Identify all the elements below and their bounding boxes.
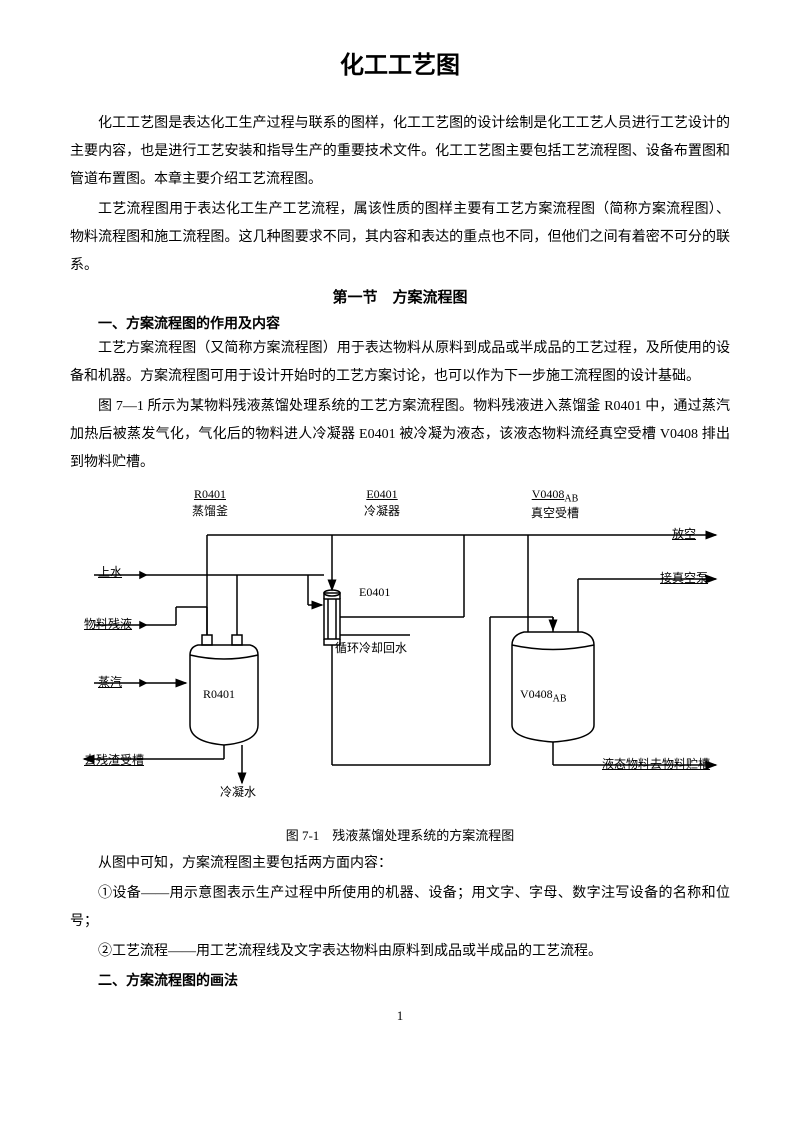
sub1-paragraph-1: 工艺方案流程图（又简称方案流程图）用于表达物料从原料到成品或半成品的工艺过程，及… <box>70 335 730 391</box>
after-paragraph-3: ②工艺流程——用工艺流程线及文字表达物料由原料到成品或半成品的工艺流程。 <box>70 938 730 966</box>
label-jiezhenkong: 接真空泵 <box>660 569 708 586</box>
figure-7-1: R0401 蒸馏釜 E0401 冷凝器 V0408AB 真空受槽 上水 物料残液… <box>70 487 730 844</box>
intro-paragraph-2: 工艺流程图用于表达化工生产工艺流程，属该性质的图样主要有工艺方案流程图（简称方案… <box>70 196 730 280</box>
header-v0408-name: 真空受槽 <box>531 506 579 520</box>
label-lengningshui: 冷凝水 <box>220 783 256 800</box>
intro-paragraph-1: 化工工艺图是表达化工生产过程与联系的图样，化工工艺图的设计绘制是化工工艺人员进行… <box>70 110 730 194</box>
label-shangshui: 上水 <box>98 563 122 580</box>
process-flow-diagram: R0401 蒸馏釜 E0401 冷凝器 V0408AB 真空受槽 上水 物料残液… <box>80 487 720 817</box>
header-r0401-id: R0401 <box>194 487 226 501</box>
figure-caption: 图 7-1 残液蒸馏处理系统的方案流程图 <box>70 825 730 844</box>
label-v0408-vessel: V0408AB <box>520 687 567 704</box>
label-fangkong: 放空 <box>672 525 696 542</box>
label-wuliaocanye: 物料残液 <box>84 615 132 632</box>
header-e0401-name: 冷凝器 <box>364 504 400 518</box>
label-yetaiwuliao: 液态物料去物料贮槽 <box>602 755 710 772</box>
after-paragraph-1: 从图中可知，方案流程图主要包括两方面内容： <box>70 850 730 878</box>
section-1-title: 第一节 方案流程图 <box>70 286 730 307</box>
label-zhengqi: 蒸汽 <box>98 673 122 690</box>
header-r0401-name: 蒸馏釜 <box>192 504 228 518</box>
after-paragraph-2: ①设备——用示意图表示生产过程中所使用的机器、设备；用文字、字母、数字注写设备的… <box>70 880 730 936</box>
page-title: 化工工艺图 <box>70 45 730 80</box>
label-quzancao: 去残渣受槽 <box>84 751 144 768</box>
sub1-paragraph-2: 图 7—1 所示为某物料残液蒸馏处理系统的工艺方案流程图。物料残液进入蒸馏釜 R… <box>70 393 730 477</box>
label-e0401-small: E0401 <box>359 585 390 600</box>
label-xunhuan: 循环冷却回水 <box>335 639 407 656</box>
header-e0401-id: E0401 <box>366 487 397 501</box>
page-number: 1 <box>70 1008 730 1024</box>
header-v0408-id: V0408AB <box>532 487 579 501</box>
subsection-2-title: 二、方案流程图的画法 <box>70 970 730 990</box>
subsection-1-title: 一、方案流程图的作用及内容 <box>70 313 730 333</box>
label-r0401-vessel: R0401 <box>203 687 235 702</box>
